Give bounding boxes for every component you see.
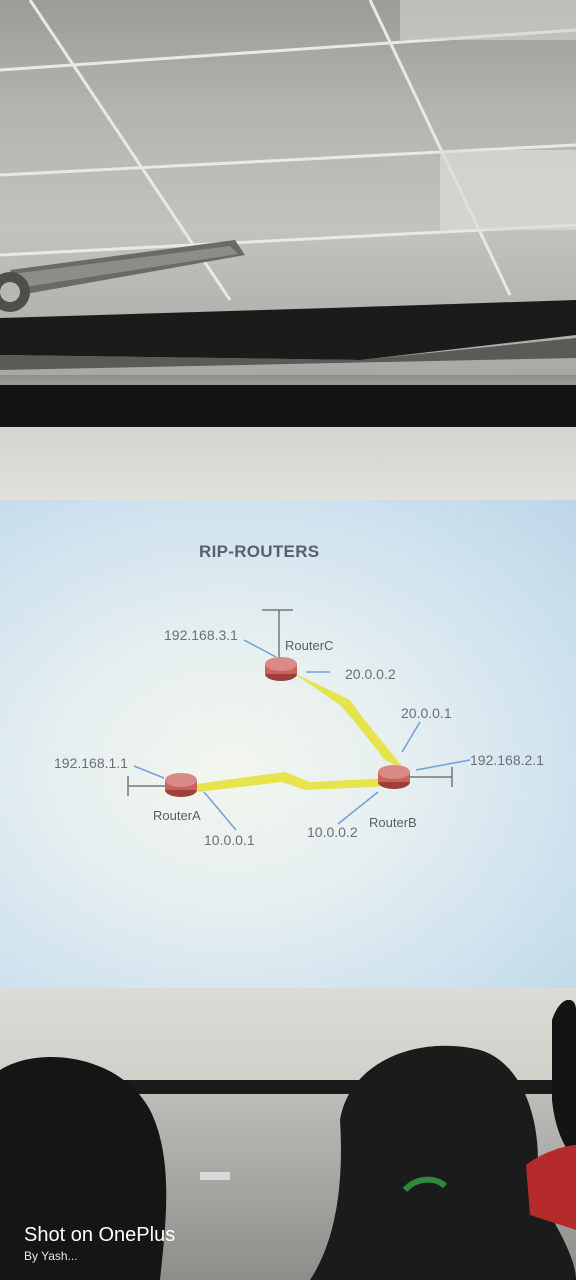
network-diagram (127, 609, 471, 831)
slide-title: RIP-ROUTERS (199, 542, 320, 561)
camera-watermark-author: By Yash... (24, 1249, 78, 1263)
red-shirt (526, 1145, 576, 1230)
ceiling-tiles (0, 0, 576, 301)
ip-label-c-lan: 192.168.3.1 (164, 627, 238, 643)
link-a-b (196, 772, 392, 792)
head-right (552, 1000, 576, 1160)
projected-slide (0, 500, 576, 990)
projector-screen-top (0, 427, 576, 505)
router-b-icon (378, 765, 410, 789)
camera-watermark: Shot on OnePlus (24, 1224, 176, 1246)
ceiling-fan-icon (0, 240, 245, 312)
router-b-label: RouterB (369, 815, 417, 830)
ip-label-b-lan: 192.168.2.1 (470, 752, 544, 768)
link-c-b (292, 672, 405, 770)
ip-label-c-serial: 20.0.0.2 (345, 666, 396, 682)
head-center (310, 1045, 576, 1280)
head-left (0, 1057, 167, 1280)
wall-switch (200, 1172, 230, 1180)
ip-label-b-serial-a: 10.0.0.2 (307, 824, 358, 840)
hair-tie (402, 1176, 448, 1193)
projector-screen-bar (0, 385, 576, 427)
router-c-label: RouterC (285, 638, 334, 653)
ceiling-beam (0, 300, 576, 370)
router-a-label: RouterA (153, 808, 201, 823)
router-a-icon (165, 773, 197, 797)
ip-label-b-serial-c: 20.0.0.1 (401, 705, 452, 721)
router-c-icon (265, 657, 297, 681)
audience (0, 1000, 576, 1280)
ip-label-a-serial: 10.0.0.1 (204, 832, 255, 848)
ip-label-a-lan: 192.168.1.1 (54, 755, 128, 771)
